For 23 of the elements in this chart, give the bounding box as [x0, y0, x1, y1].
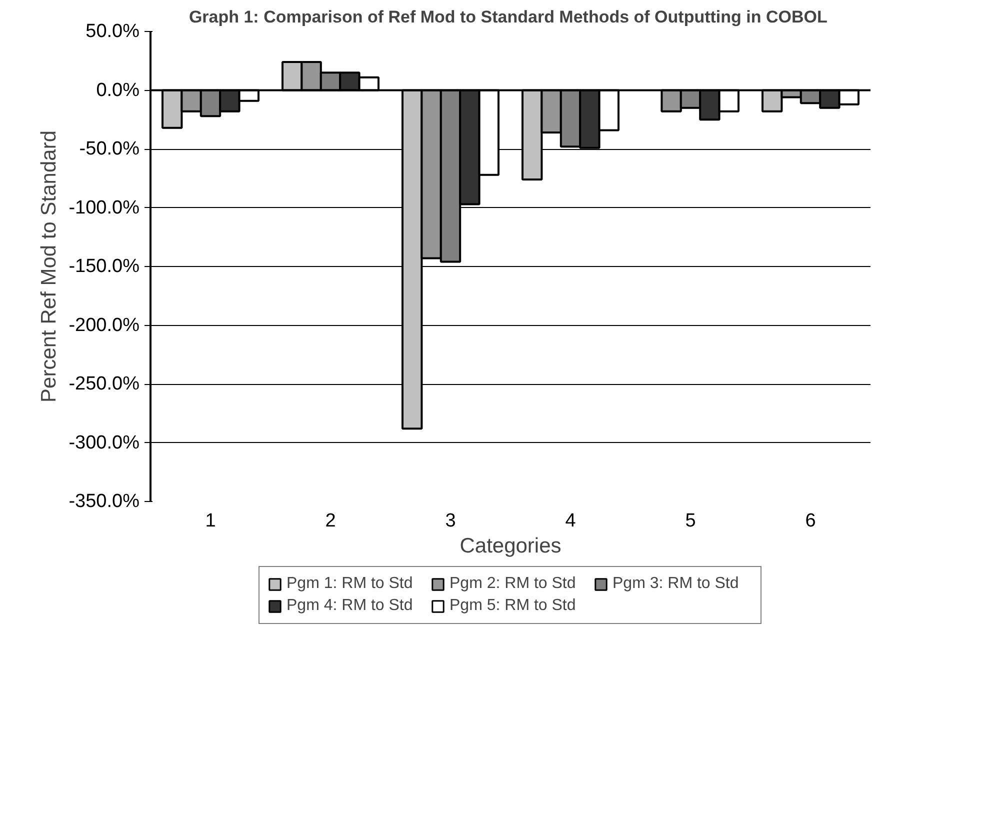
x-tick-label: 2 [325, 510, 336, 532]
y-tick-label: -200.0% [68, 314, 140, 336]
y-tick-label: -350.0% [68, 491, 140, 512]
legend-label: Pgm 2: RM to Std [450, 575, 577, 593]
y-tick-label: 50.0% [86, 21, 140, 42]
legend-label: Pgm 5: RM to Std [450, 597, 577, 615]
x-tick-label: 1 [205, 510, 216, 532]
legend-label: Pgm 3: RM to Std [612, 575, 740, 593]
x-tick-label: 4 [565, 510, 576, 532]
legend-label: Pgm 4: RM to Std [286, 597, 414, 615]
x-tick-label: 3 [445, 510, 456, 532]
y-tick-label: -300.0% [68, 432, 140, 454]
chart-title: Graph 1: Comparison of Ref Mod to Standard Methods of Outputting in COBOL [188, 8, 828, 26]
x-tick-label: 6 [805, 510, 816, 532]
y-tick-label: -150.0% [68, 256, 140, 277]
legend-label: Pgm 1: RM to Std [286, 575, 414, 593]
y-tick-label: -100.0% [68, 197, 140, 218]
y-tick-label: -50.0% [79, 138, 140, 160]
x-tick-label: 5 [685, 510, 696, 532]
y-tick-label: 0.0% [96, 80, 140, 101]
x-axis-title: Categories [460, 534, 562, 558]
y-axis-title: Percent Ref Mod to Standard [38, 130, 61, 402]
y-tick-label: -250.0% [68, 374, 140, 394]
